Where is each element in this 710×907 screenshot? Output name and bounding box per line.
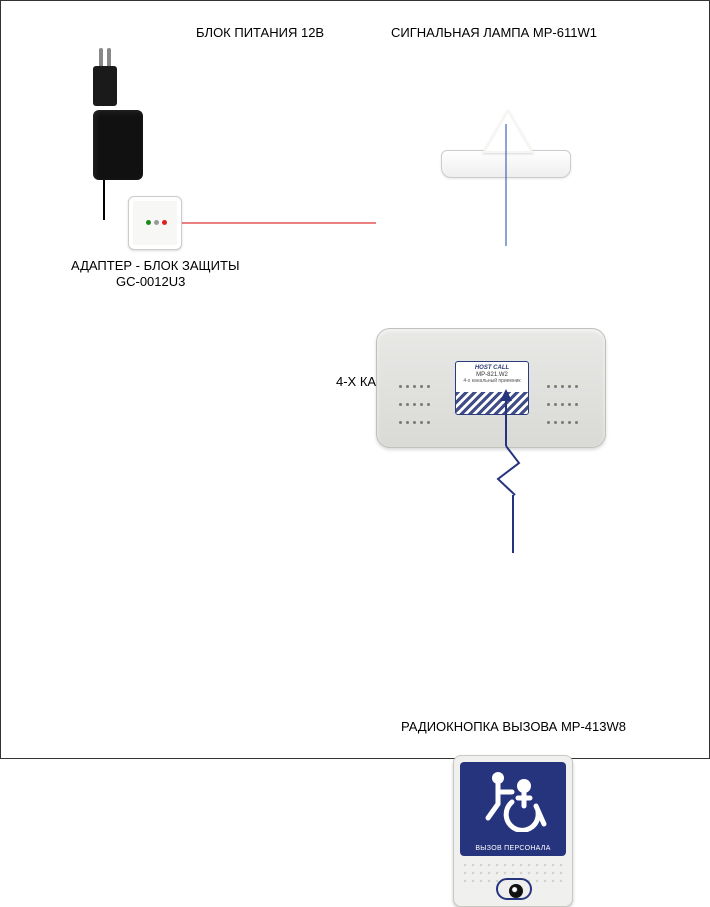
led-grey-icon xyxy=(154,220,159,225)
call-button-knob[interactable] xyxy=(496,878,532,900)
psu-body-icon xyxy=(93,110,143,180)
signal-lamp xyxy=(441,150,571,178)
accessibility-icon xyxy=(478,768,550,832)
led-green-icon xyxy=(146,220,151,225)
lamp-label: СИГНАЛЬНАЯ ЛАМПА MP-611W1 xyxy=(391,25,597,42)
receiver-unit: HOST CALL MP-821.W2 4-х канальный приемн… xyxy=(376,328,606,448)
receiver-waves-icon xyxy=(456,392,528,414)
call-button-text: ВЫЗОВ ПЕРСОНАЛА xyxy=(460,845,566,852)
adapter-block xyxy=(128,196,182,250)
call-button-plate: ВЫЗОВ ПЕРСОНАЛА xyxy=(460,762,566,856)
psu-cord-icon xyxy=(103,180,105,220)
adapter-label-2: GC-0012U3 xyxy=(116,274,185,291)
speaker-grill-right-icon xyxy=(545,377,585,407)
receiver-subtitle: 4-х канальный приемник xyxy=(456,378,528,384)
receiver-brand: HOST CALL xyxy=(456,365,528,371)
psu-label: БЛОК ПИТАНИЯ 12В xyxy=(196,25,324,42)
call-button-panel: ВЫЗОВ ПЕРСОНАЛА xyxy=(453,755,573,907)
callbtn-label: РАДИОКНОПКА ВЫЗОВА MP-413W8 xyxy=(401,719,626,736)
receiver-sticker: HOST CALL MP-821.W2 4-х канальный приемн… xyxy=(455,361,529,415)
speaker-grill-left-icon xyxy=(397,377,437,407)
adapter-label-1: АДАПТЕР - БЛОК ЗАЩИТЫ xyxy=(71,258,239,275)
psu-plug-icon xyxy=(93,66,117,106)
led-red-icon xyxy=(162,220,167,225)
lamp-pyramid-highlight-icon xyxy=(486,113,530,151)
